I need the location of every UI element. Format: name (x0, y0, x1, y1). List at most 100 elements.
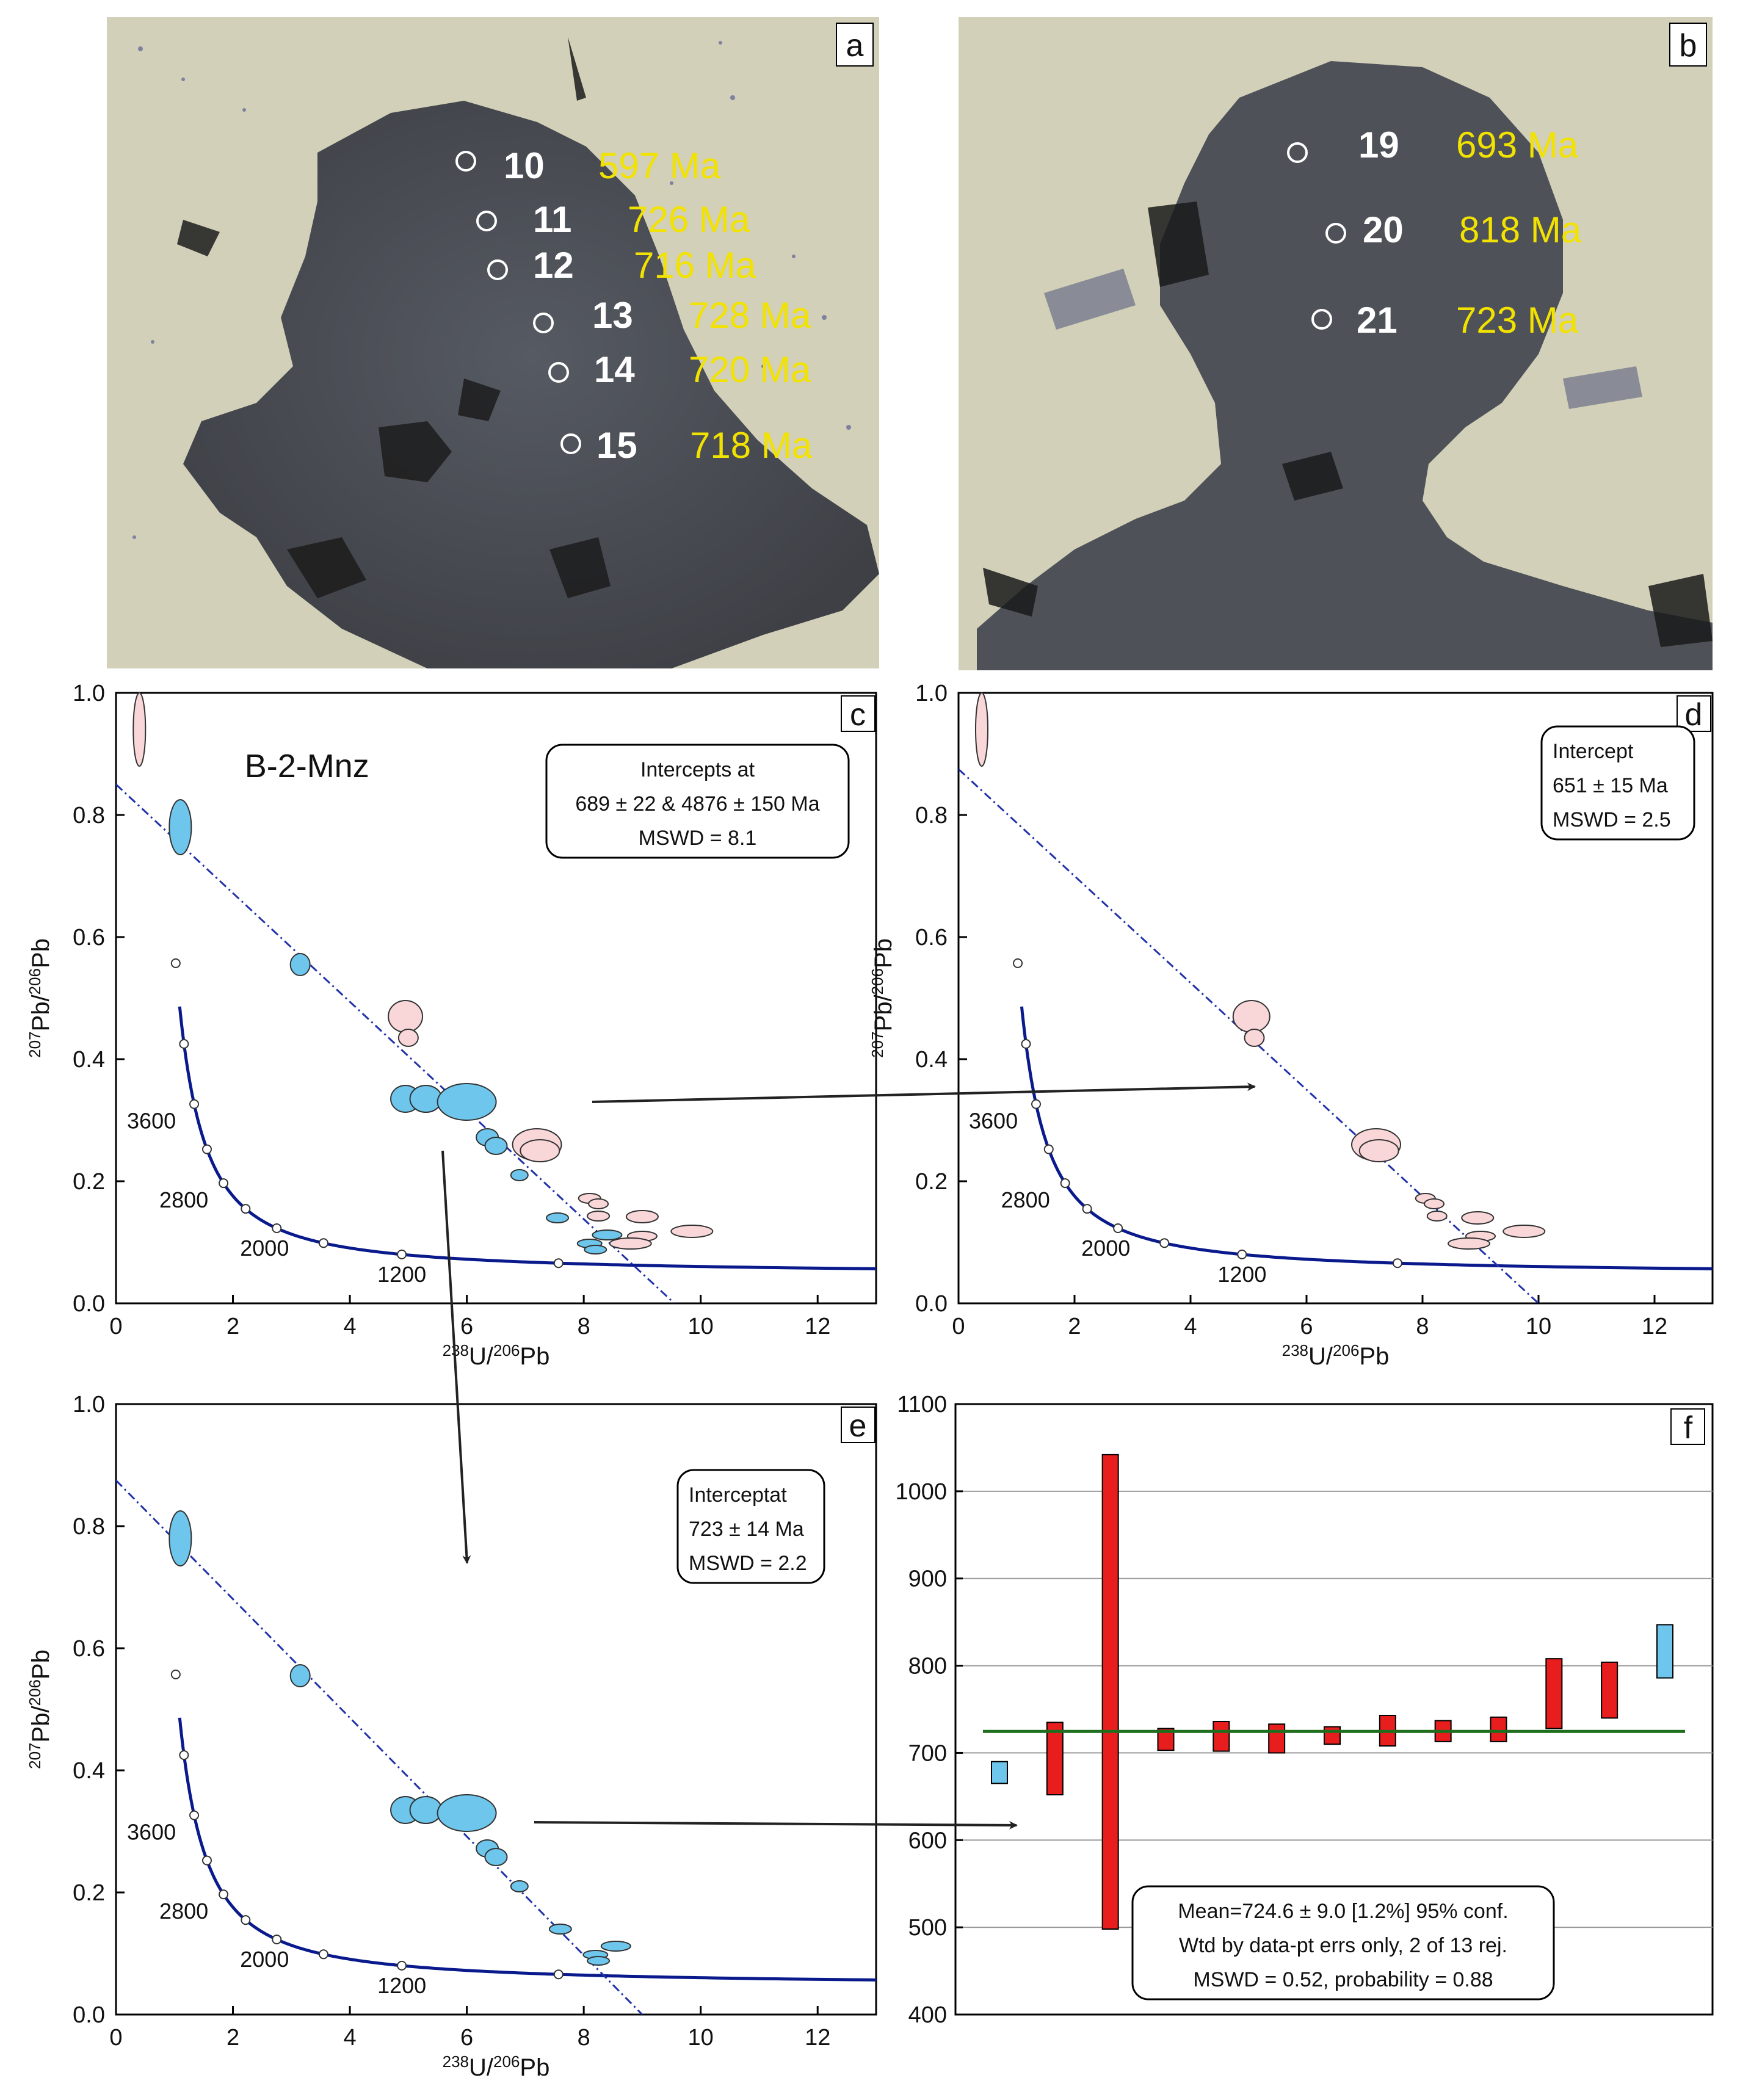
age-bar (1046, 1722, 1064, 1795)
concordia-age-label: 1200 (1217, 1262, 1266, 1287)
discordia-line (116, 783, 675, 1303)
data-ellipse (546, 1212, 570, 1223)
info-box-line: 723 ± 14 Ma (689, 1518, 804, 1541)
concordia-age-marker (1113, 1223, 1123, 1234)
data-ellipse (484, 1137, 508, 1155)
arrow-c-to-d (592, 1082, 1256, 1103)
concordia-age-marker (1392, 1258, 1402, 1269)
data-ellipse (1424, 1198, 1445, 1209)
data-ellipse (548, 1924, 572, 1935)
x-tick-label: 6 (460, 2025, 473, 2051)
spot-age: 723 Ma (1456, 300, 1579, 341)
info-box (676, 1469, 825, 1584)
panel-label: d (1685, 697, 1703, 733)
spot-age: 818 Ma (1459, 209, 1582, 250)
y-tick-label: 0.4 (73, 1758, 105, 1784)
panel-label: f (1684, 1410, 1693, 1446)
data-ellipse (1461, 1211, 1495, 1225)
panel-label: c (850, 697, 866, 733)
age-bar (1545, 1658, 1563, 1729)
spot-age: 693 Ma (1456, 125, 1579, 165)
concordia-age-marker (1043, 1144, 1054, 1154)
data-ellipse (169, 799, 192, 855)
age-bar (1101, 1454, 1119, 1930)
age-bar (1268, 1723, 1286, 1754)
data-ellipse (437, 1083, 497, 1121)
y-tick-label: 500 (908, 1915, 947, 1941)
y-tick-label: 900 (908, 1566, 947, 1592)
chart-d: 0 2 4 6 8 10 12 0.0 0.2 0.4 0.6 0.8 1.0 238U/206Pb 207… (868, 681, 1714, 1370)
data-ellipse (510, 1169, 529, 1181)
y-tick-label: 0.8 (915, 803, 948, 828)
concordia-age-label: 2800 (159, 1187, 208, 1212)
concordia-age-marker (170, 1669, 181, 1679)
concordia-age-label: 1200 (377, 1973, 426, 1998)
spot-21: 21 723 Ma (1311, 300, 1579, 341)
spot-number: 20 (1363, 209, 1404, 250)
spot-number: 14 (594, 349, 635, 390)
photo-b-fragments (1044, 269, 1642, 409)
spot-11: 11 726 Ma (476, 199, 750, 240)
x-tick-label: 0 (952, 1314, 965, 1339)
info-box-line: Wtd by data-pt errs only, 2 of 13 rej. (1179, 1934, 1507, 1957)
info-box-line: 651 ± 15 Ma (1553, 774, 1668, 797)
concordia-age-marker (1021, 1038, 1031, 1049)
concordia-age-marker (201, 1855, 212, 1866)
concordia-age-marker (397, 1249, 407, 1259)
panel-label-box (841, 1407, 875, 1443)
info-box-line: MSWD = 0.52, probability = 0.88 (1193, 1968, 1493, 1991)
data-ellipse (437, 1794, 497, 1832)
photo-a-label-box (836, 23, 874, 67)
y-tick-label: 0.6 (915, 925, 948, 950)
x-tick-label: 8 (578, 1314, 590, 1339)
y-tick-label: 400 (908, 2002, 947, 2028)
spot-19: 19 693 Ma (1287, 125, 1579, 165)
info-box (1540, 725, 1695, 841)
x-tick-label: 12 (1642, 1314, 1667, 1339)
chart-f: 400 500 600 700 800 900 1000 1100 f Mean=724.6 ± … (895, 1392, 1714, 2028)
data-ellipse (409, 1085, 443, 1113)
data-ellipse (388, 1000, 424, 1033)
y-tick-label: 1.0 (73, 681, 105, 706)
data-ellipse (289, 1664, 311, 1687)
data-ellipse (670, 1225, 714, 1238)
x-tick-label: 2 (227, 1314, 239, 1339)
spot-marker (548, 362, 569, 383)
spot-age: 720 Ma (689, 349, 811, 390)
x-tick-label: 12 (805, 2025, 830, 2051)
concordia-age-marker (1013, 958, 1023, 968)
spot-age: 718 Ma (690, 425, 813, 466)
age-bar (1324, 1726, 1341, 1745)
spot-marker (560, 433, 581, 454)
info-box-line: MSWD = 2.5 (1553, 808, 1671, 831)
x-tick-label: 8 (578, 2025, 590, 2051)
concordia-age-marker (318, 1949, 328, 1960)
photo-b-grain (977, 61, 1713, 670)
concordia-age-marker (201, 1144, 212, 1154)
data-ellipse (1426, 1211, 1448, 1222)
concordia-age-label: 2000 (240, 1947, 289, 1972)
spot-marker (476, 211, 497, 231)
y-tick-label: 1000 (895, 1479, 947, 1505)
concordia-age-marker (318, 1238, 328, 1248)
x-tick-label: 4 (1184, 1314, 1197, 1339)
spot-number: 21 (1357, 300, 1397, 341)
info-box-line: MSWD = 2.2 (689, 1552, 807, 1575)
x-tick-label: 0 (109, 1314, 122, 1339)
spot-number: 11 (533, 199, 571, 240)
panel-label-box (1670, 1408, 1705, 1445)
x-axis-label: 238U/206Pb (1282, 1341, 1390, 1370)
x-tick-label: 2 (1068, 1314, 1081, 1339)
y-tick-label: 0.0 (915, 1291, 948, 1317)
data-ellipse (587, 1211, 611, 1222)
data-ellipse (397, 1029, 419, 1047)
spot-10: 10 597 Ma (455, 145, 721, 186)
concordia-age-label: 2800 (1001, 1187, 1050, 1212)
concordia-age-marker (1031, 1099, 1042, 1109)
photo-b-label: b (1680, 28, 1697, 63)
photo-a-grain (183, 101, 879, 668)
age-bar (991, 1761, 1008, 1784)
x-tick-label: 10 (688, 2025, 714, 2051)
concordia-age-marker (1159, 1238, 1170, 1248)
